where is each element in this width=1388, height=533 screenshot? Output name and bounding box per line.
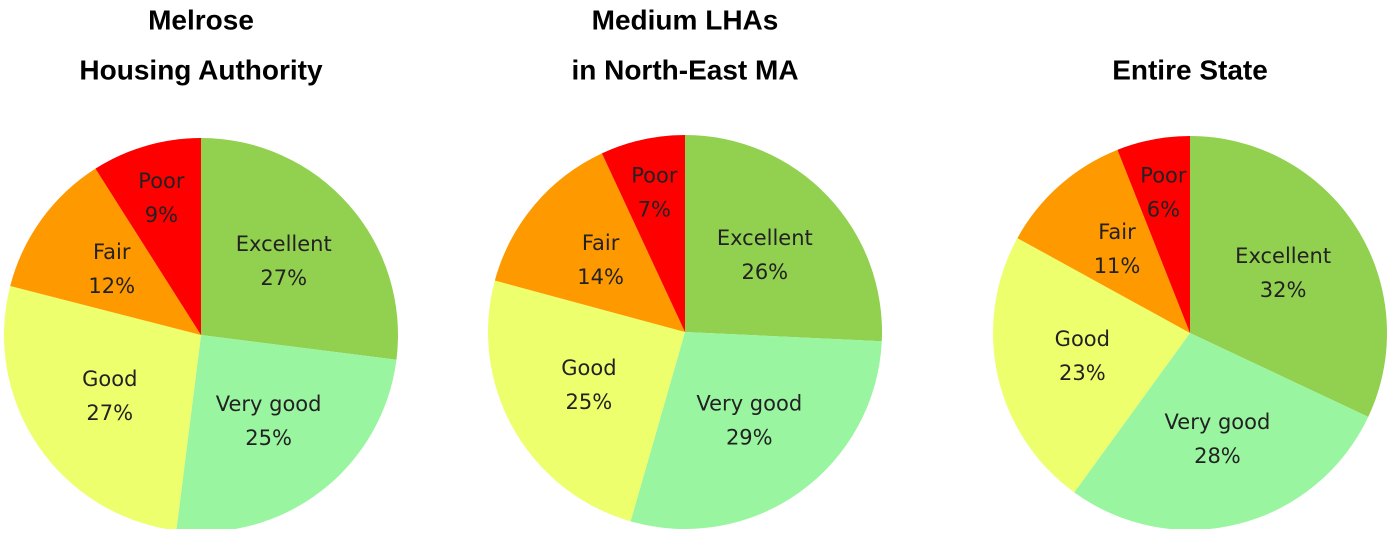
pie-slice bbox=[201, 138, 398, 360]
slice-category: Fair bbox=[93, 240, 131, 264]
slice-value-label: 29% bbox=[726, 426, 773, 450]
slice-value-label: 27% bbox=[260, 266, 307, 290]
slice-category: Excellent bbox=[236, 232, 332, 256]
slice-category: Very good bbox=[696, 392, 802, 416]
pie-slice bbox=[10, 168, 201, 335]
pie-slice bbox=[3, 286, 201, 531]
pie-slice bbox=[494, 153, 685, 332]
slice-category: Good bbox=[561, 356, 616, 380]
chart-title: Medium LHAs bbox=[592, 4, 779, 35]
pie-slice bbox=[685, 135, 882, 342]
pie-slice bbox=[488, 280, 685, 522]
slice-category: Very good bbox=[216, 392, 322, 416]
pie-slice bbox=[1117, 136, 1190, 333]
slice-category: Good bbox=[82, 367, 137, 391]
pie-slice bbox=[1190, 136, 1387, 417]
pie-slice bbox=[95, 138, 201, 335]
pie-slice bbox=[630, 332, 882, 529]
pie-slice bbox=[993, 238, 1190, 493]
slice-category: Fair bbox=[582, 231, 620, 255]
pie-slice bbox=[176, 335, 397, 532]
chart-title: in North-East MA bbox=[571, 54, 798, 85]
slice-category: Poor bbox=[138, 169, 185, 193]
slice-value-label: 12% bbox=[88, 274, 135, 298]
slice-value-label: 6% bbox=[1147, 198, 1180, 222]
pie-slice bbox=[1017, 149, 1190, 333]
slice-category: Excellent bbox=[717, 226, 813, 250]
slice-category: Fair bbox=[1098, 220, 1136, 244]
pie-slice bbox=[601, 135, 685, 332]
slice-category: Excellent bbox=[1235, 244, 1331, 268]
chart-title: Housing Authority bbox=[79, 54, 323, 85]
slice-category: Very good bbox=[1165, 410, 1271, 434]
slice-category: Poor bbox=[631, 164, 678, 188]
slice-value-label: 26% bbox=[741, 260, 788, 284]
slice-value-label: 25% bbox=[245, 426, 292, 450]
slice-category: Good bbox=[1055, 327, 1110, 351]
chart-title: Entire State bbox=[1112, 54, 1268, 85]
slice-value-label: 7% bbox=[638, 198, 671, 222]
slice-value-label: 14% bbox=[577, 265, 624, 289]
slice-value-label: 25% bbox=[566, 390, 613, 414]
slice-value-label: 23% bbox=[1059, 361, 1106, 385]
slice-category: Poor bbox=[1140, 164, 1187, 188]
slice-value-label: 32% bbox=[1260, 278, 1307, 302]
chart-title: Melrose bbox=[148, 4, 254, 35]
slice-value-label: 11% bbox=[1094, 254, 1141, 278]
pie-slice bbox=[1074, 333, 1369, 531]
slice-value-label: 27% bbox=[86, 401, 133, 425]
slice-value-label: 9% bbox=[145, 203, 178, 227]
slice-value-label: 28% bbox=[1194, 444, 1241, 468]
